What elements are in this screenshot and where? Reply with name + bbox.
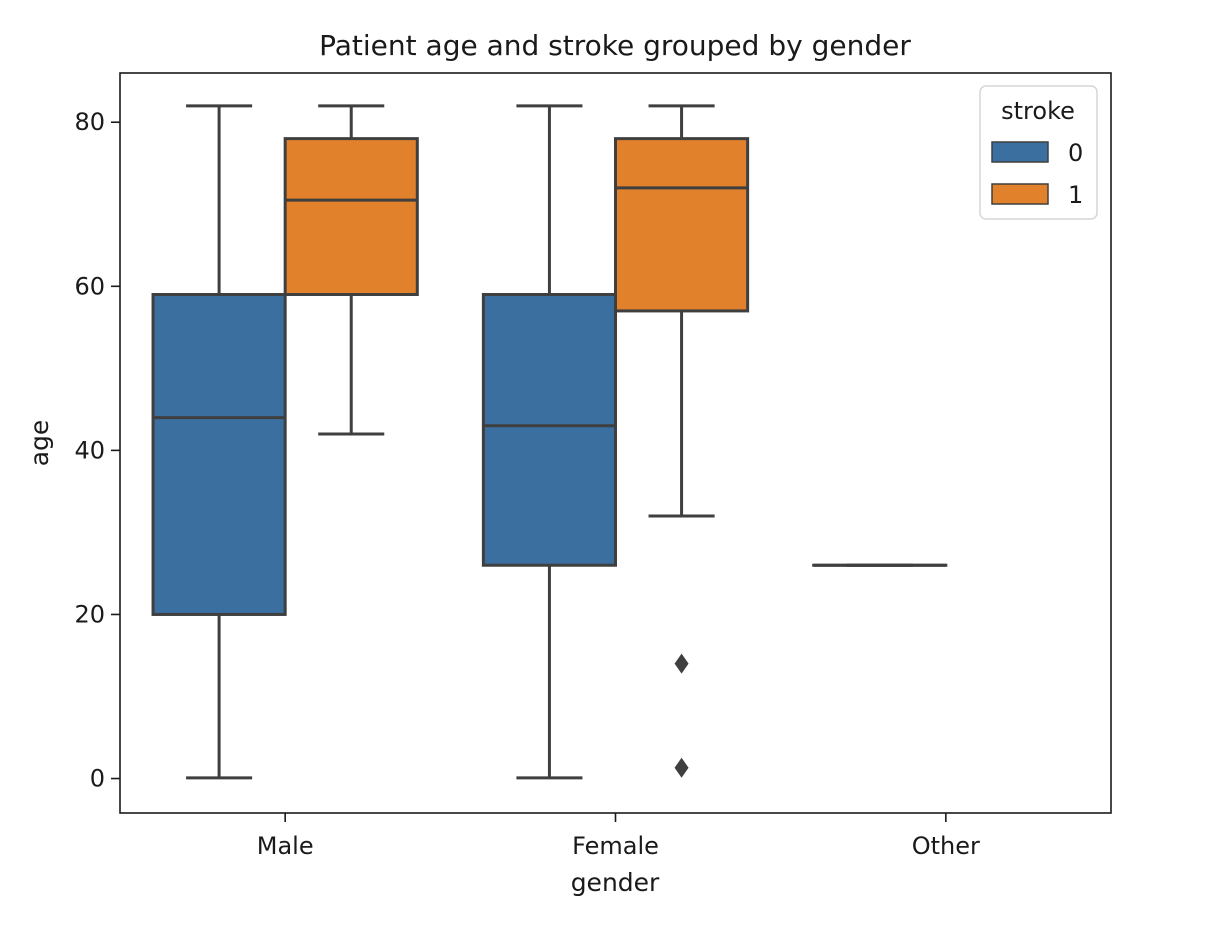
box-0-female xyxy=(481,104,617,780)
box-body xyxy=(481,293,617,567)
legend: stroke 01 xyxy=(979,85,1098,220)
legend-title: stroke xyxy=(1001,97,1075,125)
legend-label-1: 1 xyxy=(1068,181,1083,209)
legend-swatch-1 xyxy=(991,183,1049,205)
x-tick-label: Female xyxy=(572,832,659,860)
plot-area xyxy=(151,104,948,780)
box-body xyxy=(614,137,750,313)
box-0-male xyxy=(151,104,287,780)
y-tick-label: 0 xyxy=(90,765,105,793)
outlier-point xyxy=(674,757,689,778)
x-axis: Male Female Other xyxy=(257,813,980,860)
y-tick-label: 40 xyxy=(74,436,105,464)
x-tick-label: Male xyxy=(257,832,314,860)
y-tick-label: 20 xyxy=(74,600,105,628)
x-tick-label: Other xyxy=(912,832,980,860)
chart-title: Patient age and stroke grouped by gender xyxy=(319,29,911,62)
box-body xyxy=(283,137,419,297)
x-axis-label: gender xyxy=(571,868,660,897)
y-tick-label: 60 xyxy=(74,272,105,300)
legend-swatch-0 xyxy=(991,141,1049,163)
y-axis: 0 20 40 60 80 xyxy=(74,108,120,793)
legend-label-0: 0 xyxy=(1068,139,1083,167)
box-1-male xyxy=(283,104,419,436)
y-axis-label: age xyxy=(25,420,54,467)
legend-items: 01 xyxy=(991,139,1083,209)
y-tick-label: 80 xyxy=(74,108,105,136)
box-body xyxy=(151,293,287,616)
outlier-point xyxy=(674,653,689,674)
box-1-female xyxy=(614,104,750,778)
